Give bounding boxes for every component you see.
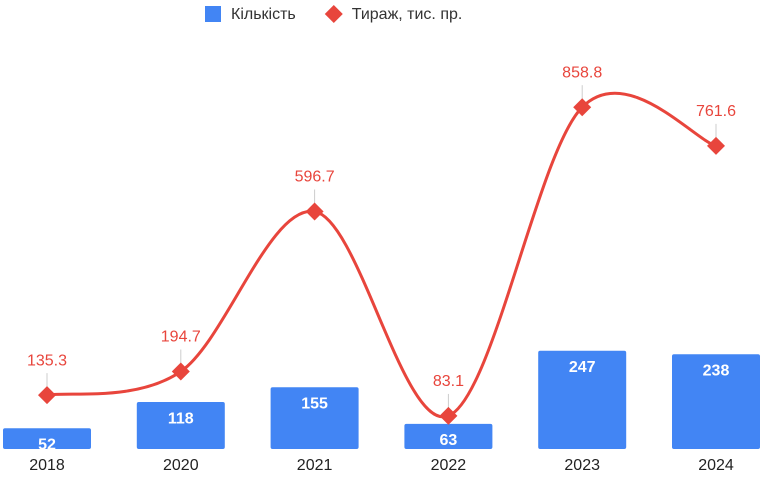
bar xyxy=(270,387,359,449)
line-marker xyxy=(573,98,592,117)
bar xyxy=(404,423,493,449)
bar-value-label: 52 xyxy=(38,437,56,454)
bar-value-label: 247 xyxy=(569,359,596,376)
bar-value-label: 155 xyxy=(301,396,328,413)
legend-swatch xyxy=(205,6,221,22)
x-tick-label: 2021 xyxy=(297,457,333,474)
line-value-label: 135.3 xyxy=(27,352,67,369)
line-marker xyxy=(305,202,324,221)
bar-value-label: 63 xyxy=(440,432,458,449)
bar xyxy=(672,354,760,449)
x-tick-label: 2018 xyxy=(29,457,65,474)
bar xyxy=(538,350,627,449)
x-tick-label: 2022 xyxy=(431,457,467,474)
x-tick-label: 2024 xyxy=(698,457,734,474)
bar xyxy=(136,402,225,449)
x-tick-label: 2023 xyxy=(564,457,600,474)
line-value-label: 596.7 xyxy=(295,169,335,186)
line-marker xyxy=(38,386,56,405)
line-value-label: 194.7 xyxy=(161,329,201,346)
x-tick-label: 2020 xyxy=(163,457,199,474)
bar-value-label: 238 xyxy=(703,362,730,379)
legend-label: Кількість xyxy=(231,6,296,23)
line-value-label: 761.6 xyxy=(696,103,736,120)
legend-label: Тираж, тис. пр. xyxy=(352,6,463,23)
bar-value-label: 118 xyxy=(168,410,194,427)
line-value-label: 83.1 xyxy=(433,373,464,390)
legend-swatch xyxy=(324,5,343,23)
bar xyxy=(3,428,91,449)
line-value-label: 858.8 xyxy=(562,64,602,81)
line-marker xyxy=(439,406,458,425)
line-marker xyxy=(707,136,725,155)
line-marker xyxy=(171,362,190,381)
